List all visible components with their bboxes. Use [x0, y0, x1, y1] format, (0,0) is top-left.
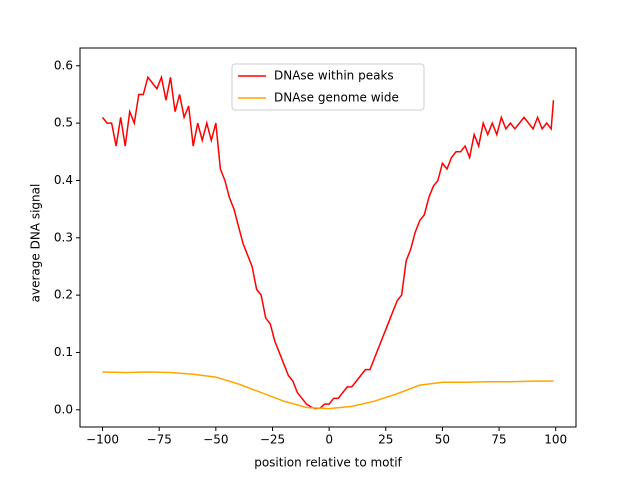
x-tick-label: 50: [435, 433, 450, 447]
x-tick-label: 25: [378, 433, 393, 447]
y-tick-label: 0.6: [54, 58, 73, 72]
plot-frame: [79, 47, 577, 428]
x-tick-label: −50: [203, 433, 228, 447]
y-tick-label: 0.3: [54, 230, 73, 244]
x-tick-label: 75: [491, 433, 506, 447]
x-tick-label: 0: [325, 433, 333, 447]
y-tick-label: 0.2: [54, 288, 73, 302]
line-series: [101, 74, 555, 410]
x-tick-label: −25: [260, 433, 285, 447]
legend-label: DNAse genome wide: [274, 91, 399, 105]
x-axis-label: position relative to motif: [254, 456, 402, 470]
y-tick-label: 0.4: [54, 173, 73, 187]
legend-box: [231, 63, 425, 111]
legend-label: DNAse within peaks: [274, 69, 394, 83]
line-series: [102, 371, 554, 410]
x-tick-label: −75: [147, 433, 172, 447]
x-tick-label: 100: [544, 433, 567, 447]
x-tick-label: −100: [86, 433, 119, 447]
y-tick-label: 0.0: [54, 402, 73, 416]
y-axis-label: average DNA signal: [29, 184, 43, 303]
y-tick-label: 0.1: [54, 345, 73, 359]
y-tick-label: 0.5: [54, 116, 73, 130]
